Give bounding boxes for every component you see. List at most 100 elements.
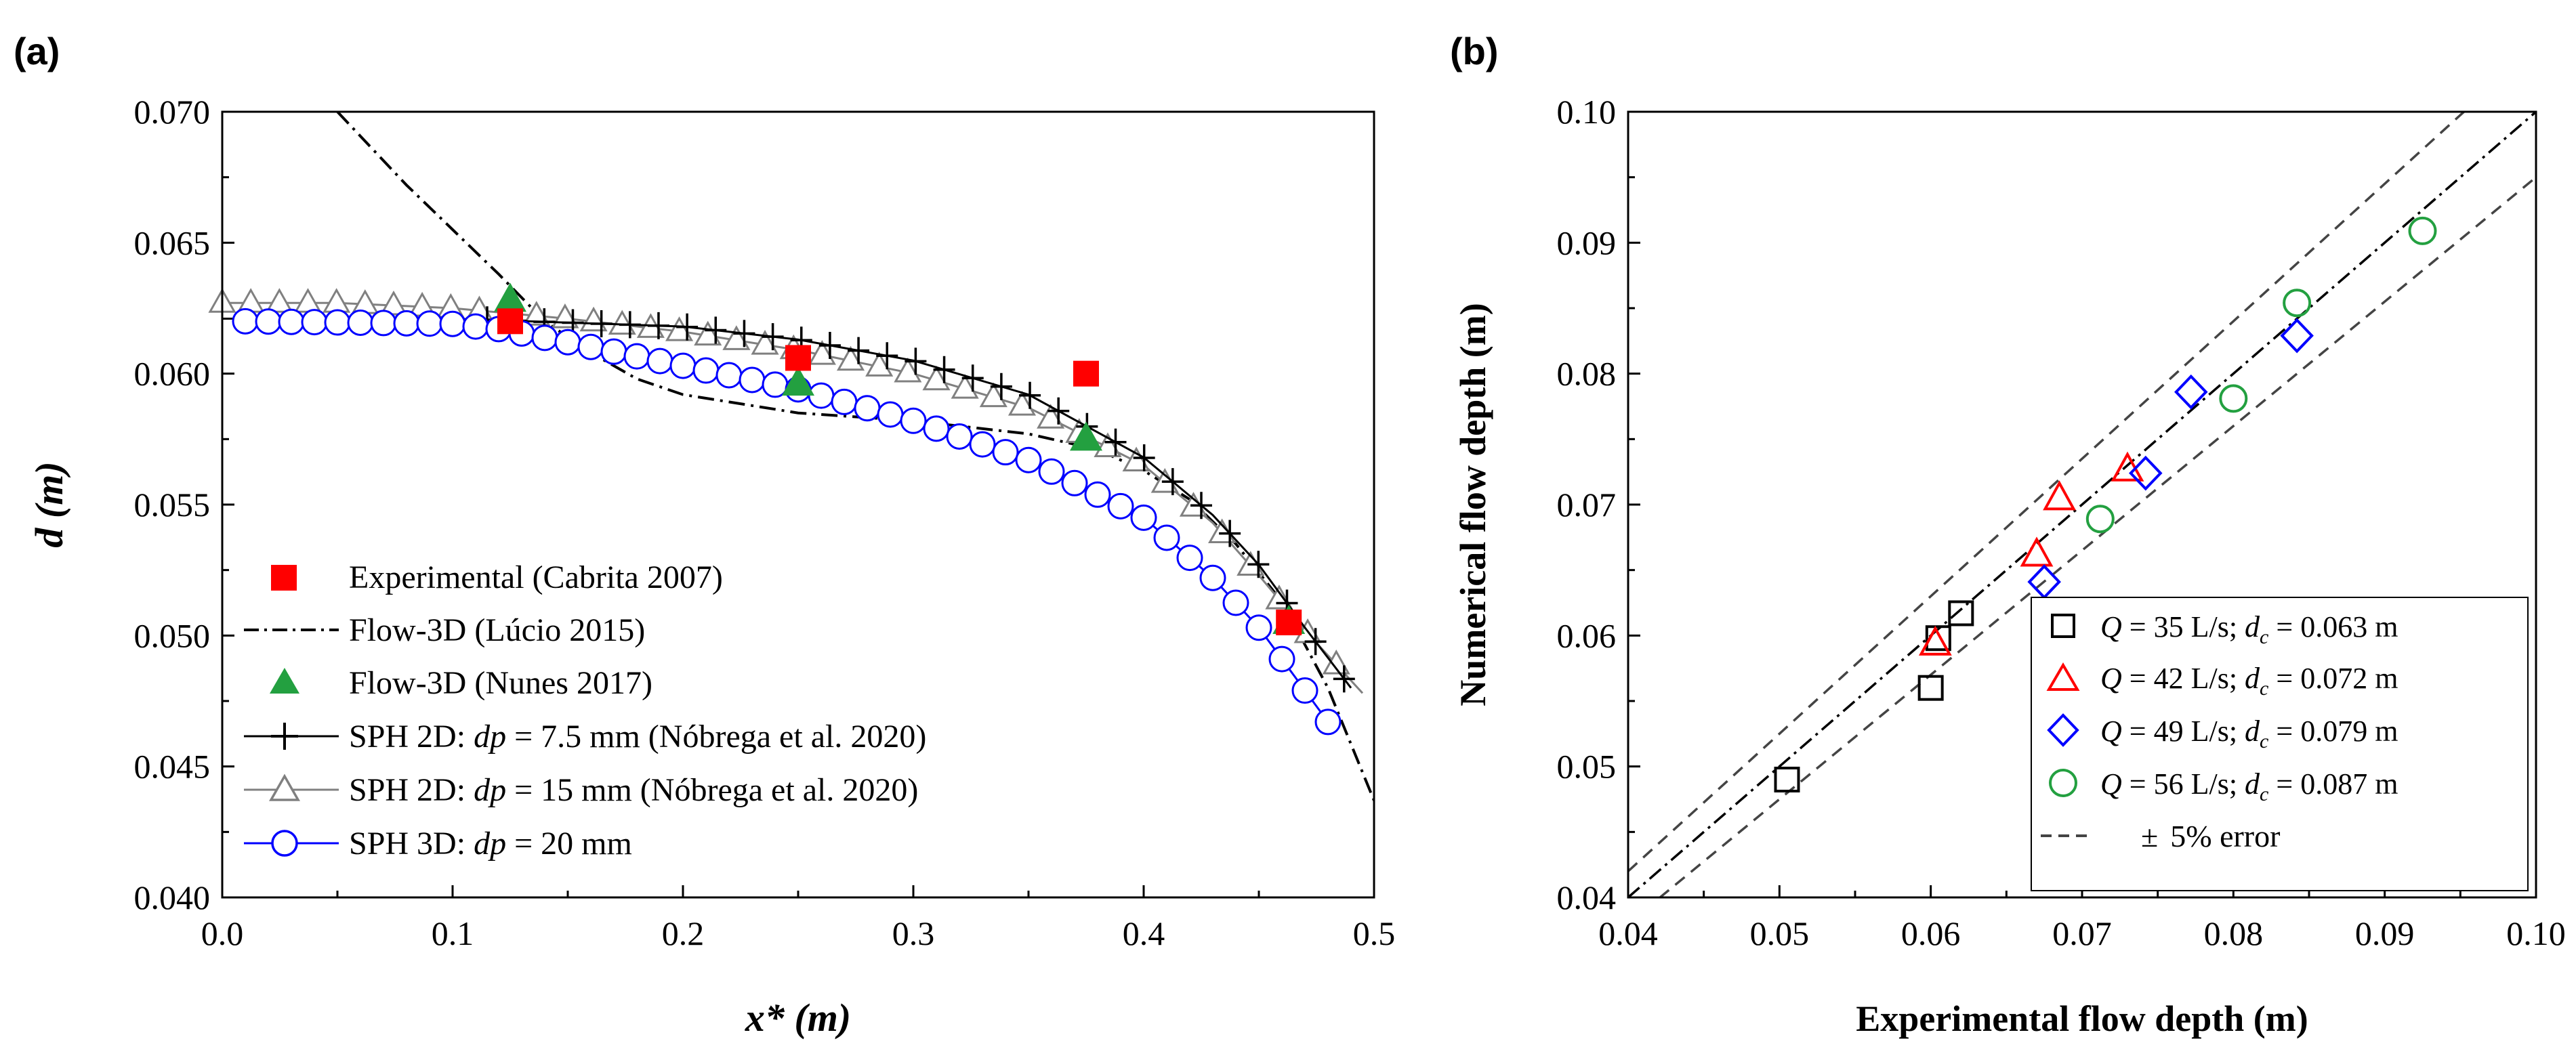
series-sph2d-7-5-marker	[990, 373, 1012, 400]
series-sph3d-marker	[531, 324, 558, 352]
panel-a-ytick-label: 0.040	[134, 878, 211, 916]
panel-b-ytick-label: 0.04	[1557, 878, 1617, 916]
panel-a: (a) 0.0 0.1 0.2 0.3 0.4 0.50.0400.0450.0500.0…	[14, 30, 1395, 1040]
series-sph3d-marker	[1084, 481, 1111, 508]
scatter-point-series-0	[1917, 675, 1944, 701]
series-sph3d-marker	[347, 309, 374, 336]
panel-b-series	[1774, 216, 2437, 792]
panel-a-ytick-label: 0.070	[134, 93, 211, 131]
series-sph2d-7-5-marker	[1161, 468, 1184, 496]
scatter-point-series-1	[1918, 625, 1952, 656]
legend-label-flow3d-nunes: Flow-3D (Nunes 2017)	[349, 665, 652, 701]
series-flow3d-lucio-line	[336, 112, 1374, 801]
series-flow3d-nunes-marker	[1070, 421, 1102, 451]
series-sph2d-15-marker	[1322, 650, 1350, 675]
series-experimental-marker	[785, 345, 811, 371]
panel-a-ytick-label: 0.055	[134, 486, 211, 524]
series-sph2d-7-5-marker	[1047, 397, 1070, 425]
legend-label-sph2d-7-5: SPH 2D: dp = 7.5 mm (Nóbrega et al. 2020…	[349, 719, 926, 755]
series-sph2d-15-marker	[293, 288, 323, 313]
series-experimental-marker	[1073, 360, 1099, 387]
series-sph3d-marker	[1199, 564, 1226, 591]
series-sph3d-marker	[1061, 469, 1088, 496]
panel-a-label: (a)	[14, 30, 60, 72]
panel-a-xtick-label: 0.1	[432, 914, 474, 952]
panel-a-plot-frame	[221, 110, 1375, 899]
series-sph2d-15-marker	[751, 330, 779, 355]
panel-a-ytick-label: 0.060	[134, 355, 211, 393]
panel-b-xtick-label: 0.06	[1901, 914, 1961, 952]
legend-marker-sph2d-7-5	[271, 723, 298, 750]
series-sph3d-marker	[577, 333, 604, 360]
series-sph2d-7-5-marker	[676, 313, 699, 341]
series-sph2d-7-5-marker	[1019, 381, 1041, 409]
series-sph2d-15-marker	[265, 288, 293, 313]
series-sph2d-7-5-marker	[818, 331, 841, 359]
panel-a-ytick-label: 0.050	[134, 616, 211, 654]
legend-label-sph3d: SPH 3D: dp = 20 mm	[349, 826, 632, 862]
panel-b-ytick-label: 0.06	[1557, 616, 1617, 654]
legend-marker-experimental	[271, 565, 297, 591]
error-bound-line	[1628, 112, 2466, 872]
series-sph3d-marker	[1291, 677, 1318, 704]
series-sph2d-15-marker	[836, 345, 865, 371]
series-sph3d-marker	[1268, 645, 1295, 673]
series-sph2d-15-marker	[951, 374, 979, 399]
panel-b-legend: Q = 35 L/s; dc = 0.063 m Q = 42 L/s; dc …	[2031, 597, 2529, 891]
panel-b-ticks: 0.04 0.05 0.06 0.07 0.08 0.09 0.10 0.04 0.05 0.06…	[1557, 93, 2566, 952]
scatter-point-series-2	[2280, 318, 2314, 354]
series-sph2d-15-marker	[1122, 446, 1150, 472]
series-sph3d-marker	[715, 362, 743, 389]
error-bound-line	[1658, 176, 2536, 897]
panel-a-series	[208, 112, 1374, 801]
panel-a-xtick-label: 0.3	[892, 914, 935, 952]
panel-b-ytick-label: 0.08	[1557, 355, 1617, 393]
legend-marker-sph3d	[271, 830, 298, 857]
panel-b-xtick-label: 0.04	[1598, 914, 1658, 952]
series-sph2d-7-5-marker	[1219, 519, 1241, 547]
series-sph3d-marker	[1176, 545, 1203, 572]
series-sph3d-marker	[554, 328, 581, 356]
series-sph3d-marker	[1038, 458, 1065, 485]
series-sph2d-7-5-marker	[1304, 628, 1327, 656]
series-sph3d-marker	[462, 313, 489, 340]
series-flow3d-nunes-marker	[782, 366, 814, 396]
scatter-point-series-2	[2174, 374, 2208, 410]
panel-b-ytick-label: 0.07	[1557, 486, 1617, 524]
series-sph3d-marker	[739, 366, 766, 394]
series-sph2d-15-marker	[1037, 404, 1065, 429]
scatter-point-series-3	[2283, 289, 2312, 318]
series-sph3d-marker	[232, 307, 259, 335]
series-sph3d-marker	[646, 347, 673, 375]
legend-label-flow3d-lucio: Flow-3D (Lúcio 2015)	[349, 612, 645, 648]
series-sph2d-7-5-marker	[1247, 551, 1270, 578]
series-sph3d-marker	[1015, 446, 1042, 473]
panel-a-xtick-label: 0.4	[1123, 914, 1165, 952]
scatter-point-series-0	[1925, 625, 1951, 652]
legend-marker-q35	[2051, 614, 2075, 638]
series-sph2d-7-5-marker	[1104, 428, 1127, 456]
series-sph2d-15-marker	[1094, 432, 1122, 457]
series-sph3d-marker	[923, 415, 950, 442]
series-flow3d-nunes-marker	[494, 282, 526, 312]
panel-b-xlabel: Experimental flow depth (m)	[1856, 998, 2308, 1039]
series-sph3d-marker	[600, 338, 627, 365]
identity-line	[1628, 112, 2536, 897]
series-sph2d-7-5-marker	[705, 316, 727, 344]
legend-marker-sph2d-15	[268, 773, 301, 801]
series-sph3d-marker	[1107, 492, 1134, 519]
panel-a-legend: Experimental (Cabrita 2007) Flow-3D (Lúc…	[244, 559, 926, 862]
series-sph3d-marker	[439, 310, 466, 337]
panel-a-xtick-label: 0.5	[1353, 914, 1396, 952]
series-sph3d-marker	[1153, 524, 1180, 551]
series-sph2d-15-marker	[379, 290, 408, 316]
panel-b-xtick-label: 0.10	[2506, 914, 2566, 952]
series-experimental-marker	[1276, 610, 1302, 635]
panel-b-xtick-label: 0.09	[2355, 914, 2415, 952]
series-sph2d-7-5-marker	[905, 347, 927, 375]
series-sph2d-15-marker	[694, 320, 722, 346]
series-sph3d-marker	[301, 309, 328, 336]
series-sph2d-7-5-marker	[933, 356, 955, 383]
series-sph2d-7-5-marker	[733, 320, 755, 347]
scatter-point-series-0	[1774, 767, 1800, 792]
